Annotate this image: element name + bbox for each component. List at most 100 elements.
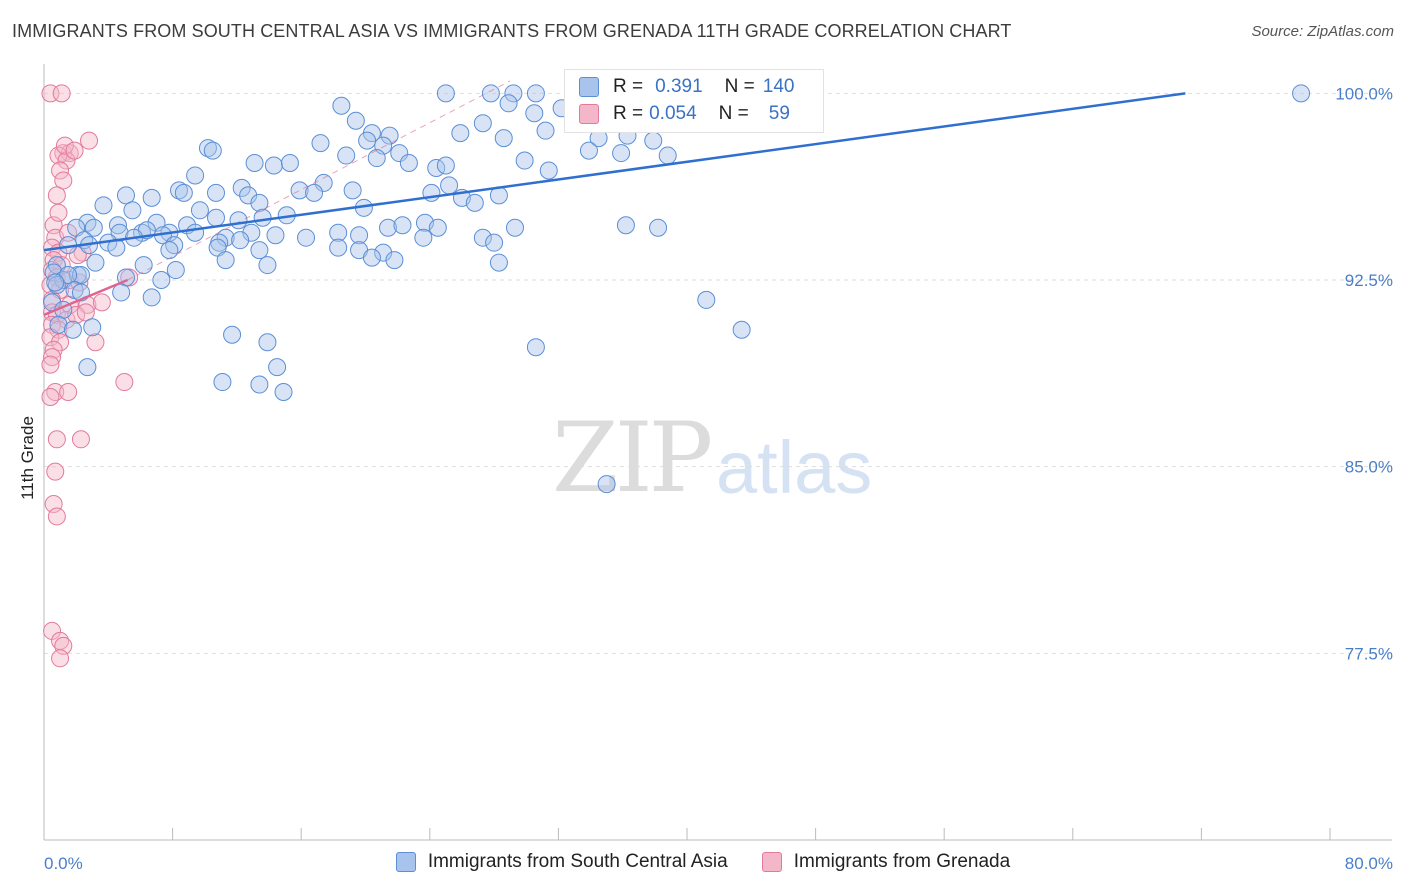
data-point-grenada: [80, 131, 99, 150]
data-point-south-central-asia: [258, 333, 277, 352]
data-point-south-central-asia: [280, 154, 299, 173]
data-point-south-central-asia: [232, 178, 251, 197]
data-point-south-central-asia: [83, 318, 102, 337]
axes: [43, 64, 1392, 841]
data-point-south-central-asia: [644, 131, 663, 150]
data-point-grenada: [43, 348, 62, 367]
data-point-south-central-asia: [49, 315, 68, 334]
legend-r-value: 0.054: [649, 103, 697, 124]
data-point-south-central-asia: [526, 338, 545, 357]
data-point-south-central-asia: [346, 111, 365, 130]
data-point-south-central-asia: [414, 228, 433, 247]
legend-n-label: N =: [724, 76, 755, 97]
data-point-south-central-asia: [504, 84, 523, 103]
data-point-south-central-asia: [428, 218, 447, 237]
data-point-grenada: [86, 333, 105, 352]
data-point-south-central-asia: [258, 256, 277, 275]
data-point-south-central-asia: [436, 156, 455, 175]
legend-r-label: R =: [613, 103, 644, 124]
x-tick-label: 0.0%: [44, 854, 83, 873]
data-point-south-central-asia: [94, 196, 113, 215]
data-point-grenada: [47, 186, 66, 205]
data-point-grenada: [92, 293, 111, 312]
data-point-south-central-asia: [337, 146, 356, 165]
data-point-south-central-asia: [264, 156, 283, 175]
data-point-south-central-asia: [481, 84, 500, 103]
data-point-south-central-asia: [274, 383, 293, 401]
data-point-grenada: [47, 430, 66, 449]
data-point-south-central-asia: [649, 218, 668, 237]
data-point-south-central-asia: [166, 261, 185, 280]
trend-extension-grenada: [127, 80, 511, 281]
data-point-grenada: [47, 507, 66, 526]
data-point-south-central-asia: [266, 226, 285, 245]
legend-swatch-pink: [579, 104, 599, 124]
y-tick-label: 77.5%: [1345, 644, 1393, 663]
data-point-south-central-asia: [297, 228, 316, 247]
data-point-south-central-asia: [253, 208, 272, 227]
legend-r-label: R =: [613, 76, 644, 97]
data-point-grenada: [65, 141, 84, 160]
data-point-south-central-asia: [242, 223, 261, 242]
data-point-south-central-asia: [78, 358, 97, 377]
data-point-grenada: [49, 203, 68, 222]
data-point-grenada: [76, 303, 95, 322]
data-point-south-central-asia: [63, 320, 82, 339]
data-point-south-central-asia: [332, 96, 351, 115]
data-point-south-central-asia: [84, 218, 103, 237]
legend-item-grenada[interactable]: Immigrants from Grenada: [761, 851, 1010, 873]
data-point-south-central-asia: [134, 256, 153, 275]
data-point-south-central-asia: [190, 201, 209, 220]
data-point-south-central-asia: [465, 193, 484, 212]
data-point-south-central-asia: [539, 161, 558, 180]
y-tick-labels: 77.5% 85.0% 92.5% 100.0%: [1335, 84, 1393, 663]
data-point-south-central-asia: [245, 154, 264, 173]
data-point-south-central-asia: [305, 183, 324, 202]
data-point-south-central-asia: [505, 218, 524, 237]
data-point-south-central-asia: [390, 144, 409, 163]
data-point-grenada: [51, 649, 70, 668]
data-point-grenada: [41, 355, 60, 374]
data-point-south-central-asia: [597, 475, 616, 494]
data-point-south-central-asia: [343, 181, 362, 200]
data-point-south-central-asia: [358, 131, 377, 150]
data-point-south-central-asia: [290, 181, 309, 200]
data-point-south-central-asia: [311, 134, 330, 153]
data-point-south-central-asia: [658, 146, 677, 165]
data-point-grenada: [44, 340, 63, 359]
trend-line-south-central-asia: [43, 92, 1186, 252]
data-point-grenada: [46, 462, 65, 481]
data-point-south-central-asia: [515, 151, 534, 170]
data-point-south-central-asia: [436, 84, 455, 103]
data-point-south-central-asia: [499, 94, 518, 113]
data-point-south-central-asia: [362, 248, 381, 267]
data-point-south-central-asia: [1292, 84, 1311, 103]
stats-legend: R = 0.391 N = 140 R = 0.054 N = 59: [564, 69, 824, 133]
source-label: Source: ZipAtlas.com: [1251, 23, 1394, 40]
data-point-south-central-asia: [385, 251, 404, 270]
data-point-south-central-asia: [123, 201, 142, 220]
data-point-south-central-asia: [203, 141, 222, 160]
trend-lines: [43, 80, 1186, 316]
data-point-south-central-asia: [250, 241, 269, 260]
legend-label-south-central-asia: Immigrants from South Central Asia: [427, 851, 728, 872]
legend-n-value: 140: [762, 76, 795, 97]
legend-swatch-blue: [395, 852, 416, 872]
x-tick-label: 80.0%: [1345, 854, 1393, 873]
legend-r-value: 0.391: [655, 76, 703, 97]
chart-title: IMMIGRANTS FROM SOUTH CENTRAL ASIA VS IM…: [12, 21, 1012, 41]
data-point-grenada: [54, 171, 73, 190]
legend-item-south-central-asia[interactable]: Immigrants from South Central Asia: [395, 851, 728, 873]
data-point-south-central-asia: [536, 121, 555, 140]
data-point-south-central-asia: [616, 216, 635, 235]
grid-lines: [44, 92, 1392, 654]
watermark-zip: ZIP: [552, 402, 713, 514]
data-point-south-central-asia: [494, 129, 513, 148]
data-point-south-central-asia: [379, 218, 398, 237]
data-point-south-central-asia: [207, 183, 226, 202]
data-point-south-central-asia: [612, 144, 631, 163]
data-point-south-central-asia: [229, 211, 248, 230]
data-point-south-central-asia: [393, 216, 412, 235]
data-point-grenada: [59, 383, 78, 401]
data-point-south-central-asia: [367, 149, 386, 168]
